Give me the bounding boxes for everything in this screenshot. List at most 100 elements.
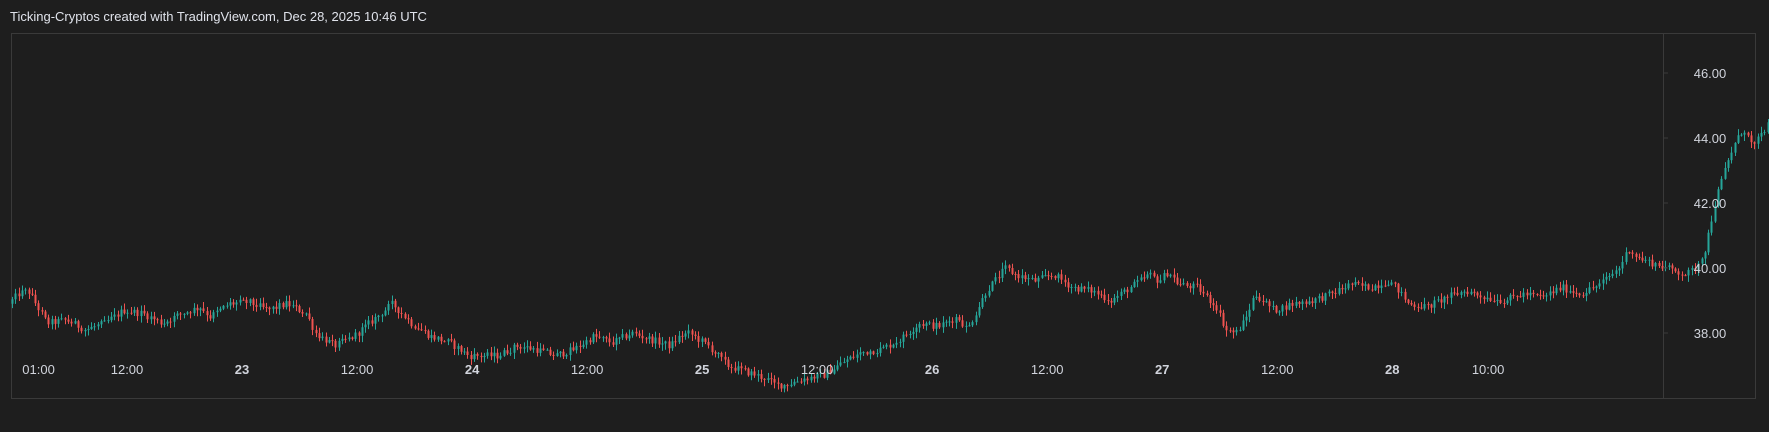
candle-down	[852, 356, 855, 358]
candle-down	[1262, 300, 1265, 303]
candle-down	[608, 338, 611, 343]
candle-down	[889, 344, 892, 348]
candle-up	[1760, 132, 1763, 137]
candle-up	[757, 374, 760, 376]
candle-up	[879, 347, 882, 353]
candle-up	[523, 347, 526, 349]
candle-up	[1146, 274, 1149, 278]
candle-up	[513, 344, 516, 353]
candle-up	[915, 327, 918, 332]
candle-down	[770, 378, 773, 380]
time-tick-label: 25	[695, 362, 709, 377]
candle-up	[1288, 302, 1291, 310]
time-tick-label: 23	[235, 362, 249, 377]
candle-up	[856, 354, 859, 358]
candle-down	[1684, 275, 1687, 277]
candle-up	[1437, 299, 1440, 301]
candle-down	[1420, 307, 1423, 309]
candle-up	[1605, 276, 1608, 280]
candle-down	[744, 368, 747, 370]
candle-up	[1272, 305, 1275, 307]
candle-up	[1123, 289, 1126, 292]
candle-up	[1080, 286, 1083, 292]
candle-down	[1565, 284, 1568, 293]
time-tick-label: 10:00	[1472, 362, 1505, 377]
candle-up	[717, 352, 720, 354]
candle-down	[1456, 292, 1459, 295]
time-tick-label: 12:00	[341, 362, 374, 377]
candle-up	[1704, 252, 1707, 259]
candle-down	[905, 334, 908, 336]
time-tick-label: 01:00	[22, 362, 55, 377]
candle-down	[351, 337, 354, 339]
candle-down	[823, 372, 826, 378]
candle-up	[113, 314, 116, 317]
chart-caption: Ticking-Cryptos created with TradingView…	[10, 9, 427, 24]
candle-down	[1394, 282, 1397, 284]
candle-down	[344, 338, 347, 340]
candle-up	[483, 355, 486, 358]
candle-up	[1625, 252, 1628, 262]
candle-down	[1631, 252, 1634, 254]
candle-down	[740, 366, 743, 369]
candle-up	[1278, 311, 1281, 313]
candle-down	[727, 359, 730, 367]
candle-down	[282, 303, 285, 308]
candle-up	[84, 329, 87, 332]
candle-down	[262, 303, 265, 308]
candle-down	[691, 330, 694, 335]
candle-down	[1212, 303, 1215, 306]
candle-down	[1034, 277, 1037, 282]
candle-down	[1225, 325, 1228, 331]
candle-down	[1206, 293, 1209, 296]
candle-down	[420, 329, 423, 331]
price-tick-label: 42.00	[1694, 196, 1727, 211]
candle-up	[1324, 293, 1327, 301]
candle-up	[1347, 283, 1350, 289]
candle-down	[1410, 302, 1413, 305]
candle-down	[1067, 282, 1070, 288]
candles-layer	[11, 119, 1769, 393]
candle-up	[1730, 152, 1733, 161]
candle-down	[490, 352, 493, 357]
candle-up	[493, 352, 496, 357]
candle-down	[1014, 273, 1017, 275]
candle-down	[334, 340, 337, 348]
candle-down	[1331, 291, 1334, 293]
candle-up	[183, 313, 186, 315]
candle-up	[1380, 285, 1383, 288]
candle-down	[605, 337, 608, 339]
candle-down	[1166, 273, 1169, 277]
candle-down	[232, 302, 235, 305]
plot-frame	[11, 33, 1756, 399]
candle-down	[156, 319, 159, 321]
candle-up	[582, 344, 585, 347]
candle-down	[1311, 301, 1314, 304]
candle-down	[1453, 292, 1456, 294]
candle-down	[773, 378, 776, 383]
candle-down	[734, 367, 737, 371]
candle-down	[265, 307, 268, 309]
candle-up	[1615, 270, 1618, 274]
candle-up	[1595, 286, 1598, 288]
candle-down	[394, 300, 397, 308]
candle-up	[1163, 273, 1166, 281]
candle-up	[1242, 320, 1245, 330]
candle-up	[1239, 329, 1242, 331]
candle-up	[140, 310, 143, 317]
candle-up	[918, 324, 921, 328]
price-tick-label: 46.00	[1694, 66, 1727, 81]
candle-up	[978, 307, 981, 316]
candle-up	[1701, 258, 1704, 264]
candle-down	[1479, 295, 1482, 298]
candle-up	[348, 337, 351, 340]
candle-up	[654, 337, 657, 344]
candle-up	[473, 353, 476, 360]
time-tick-label: 12:00	[111, 362, 144, 377]
candle-down	[668, 341, 671, 349]
candle-up	[846, 359, 849, 362]
candle-up	[1549, 291, 1552, 296]
candle-up	[585, 340, 588, 345]
candle-down	[1592, 287, 1595, 289]
